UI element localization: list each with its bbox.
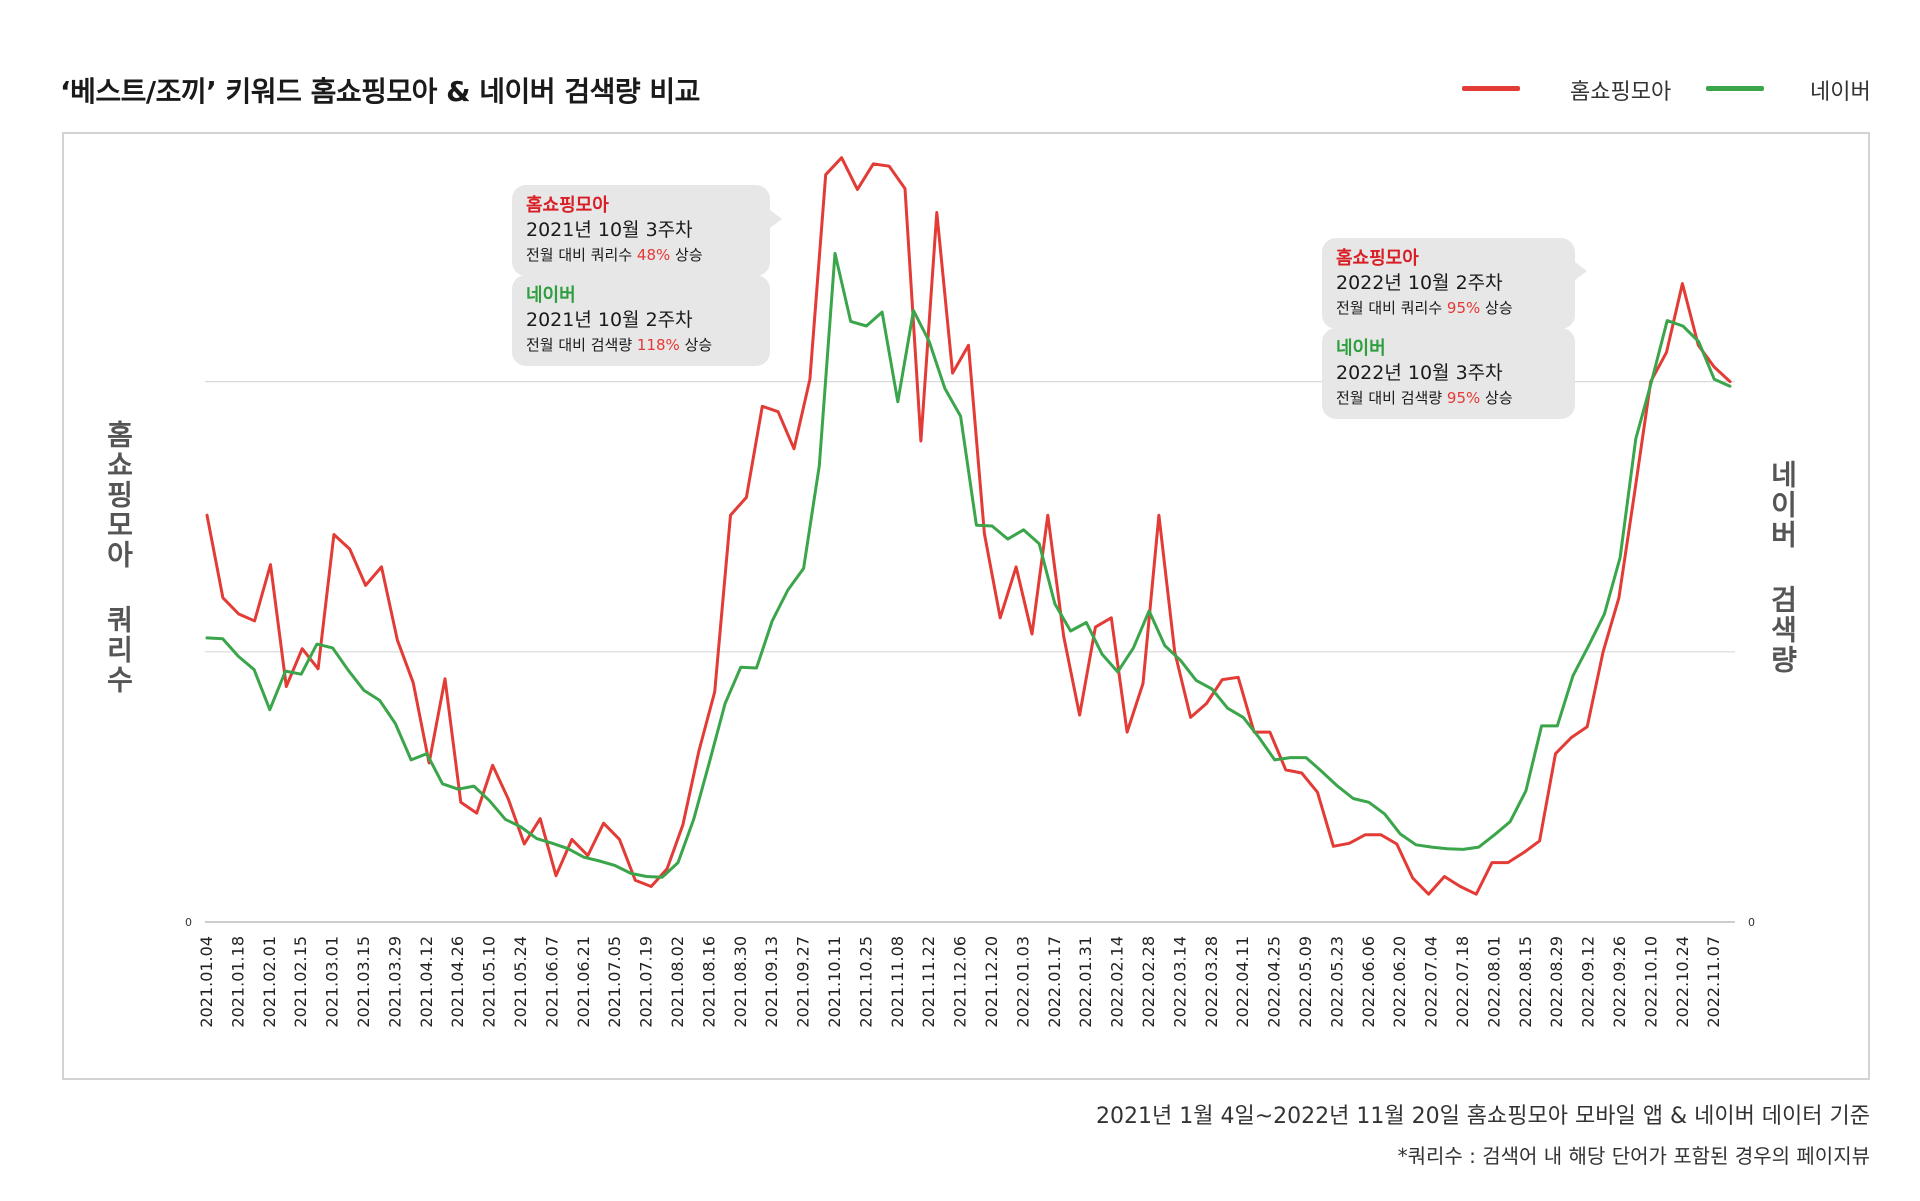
x-tick-label: 2022.09.26 xyxy=(1610,936,1629,1028)
x-tick-label: 2022.07.04 xyxy=(1422,936,1441,1028)
x-tick-label: 2022.07.18 xyxy=(1453,936,1472,1028)
legend-swatch-homeshopping xyxy=(1462,86,1520,91)
callout-period: 2022년 10월 2주차 xyxy=(1336,272,1503,294)
x-tick-label: 2022.11.07 xyxy=(1704,936,1723,1028)
callout-source: 홈쇼핑모아 xyxy=(526,195,609,216)
chart-frame xyxy=(62,132,1870,1080)
callout-source: 네이버 xyxy=(1336,338,1386,359)
x-tick-label: 2021.09.13 xyxy=(762,936,781,1028)
x-tick-label: 2022.05.23 xyxy=(1327,936,1346,1028)
x-tick-label: 2021.08.16 xyxy=(699,936,718,1028)
legend-swatch-naver xyxy=(1706,86,1764,91)
x-tick-label: 2021.09.27 xyxy=(794,936,813,1028)
callout-percent: 118% xyxy=(636,336,680,354)
callout-percent: 95% xyxy=(1446,299,1481,317)
x-tick-label: 2021.12.06 xyxy=(951,936,970,1028)
x-tick-label: 2021.11.22 xyxy=(919,936,938,1028)
callout-homeshopping-2021: 홈쇼핑모아 2021년 10월 3주차 전월 대비 쿼리수 48% 상승 xyxy=(512,185,770,276)
callout-detail: 전월 대비 쿼리수 48% 상승 xyxy=(526,246,703,264)
x-tick-label: 2021.03.29 xyxy=(385,936,404,1028)
x-tick-label: 2022.08.29 xyxy=(1547,936,1566,1028)
callout-detail: 전월 대비 검색량 95% 상승 xyxy=(1336,389,1513,407)
x-tick-label: 2022.05.09 xyxy=(1296,936,1315,1028)
x-tick-label: 2021.01.04 xyxy=(197,936,216,1028)
x-tick-label: 2022.03.28 xyxy=(1202,936,1221,1028)
x-tick-label: 2021.05.24 xyxy=(511,936,530,1028)
x-tick-label: 2021.06.21 xyxy=(574,936,593,1028)
callout-period: 2022년 10월 3주차 xyxy=(1336,362,1503,384)
x-tick-label: 2022.08.15 xyxy=(1516,936,1535,1028)
legend-label-homeshopping: 홈쇼핑모아 xyxy=(1570,80,1672,105)
x-tick-label: 2022.02.14 xyxy=(1108,936,1127,1028)
callout-homeshopping-2022: 홈쇼핑모아 2022년 10월 2주차 전월 대비 쿼리수 95% 상승 xyxy=(1322,238,1575,329)
footer-definition: *쿼리수 : 검색어 내 해당 단어가 포함된 경우의 페이지뷰 xyxy=(1397,1144,1870,1168)
x-tick-label: 2022.02.28 xyxy=(1139,936,1158,1028)
x-tick-label: 2021.03.15 xyxy=(354,936,373,1028)
x-tick-label: 2022.10.10 xyxy=(1641,936,1660,1028)
x-tick-label: 2022.06.06 xyxy=(1359,936,1378,1028)
x-tick-label: 2021.12.20 xyxy=(982,936,1001,1028)
callout-detail: 전월 대비 검색량 118% 상승 xyxy=(526,336,713,354)
x-tick-label: 2022.08.01 xyxy=(1484,936,1503,1028)
x-tick-label: 2021.02.01 xyxy=(260,936,279,1028)
y-tick-left-0: 0 xyxy=(185,916,192,929)
x-tick-label: 2022.10.24 xyxy=(1673,936,1692,1028)
callout-period: 2021년 10월 3주차 xyxy=(526,219,693,241)
x-tick-label: 2021.07.05 xyxy=(605,936,624,1028)
callout-source: 네이버 xyxy=(526,285,576,306)
callout-tail xyxy=(1575,262,1587,280)
callout-tail xyxy=(770,210,782,228)
legend-label-naver: 네이버 xyxy=(1810,80,1871,105)
callout-naver-2021: 네이버 2021년 10월 2주차 전월 대비 검색량 118% 상승 xyxy=(512,275,770,366)
x-tick-label: 2021.02.15 xyxy=(291,936,310,1028)
footer-data-source: 2021년 1월 4일~2022년 11월 20일 홈쇼핑모아 모바일 앱 & … xyxy=(1096,1104,1870,1129)
x-tick-label: 2021.08.02 xyxy=(668,936,687,1028)
series-line-naver xyxy=(205,251,1732,879)
callout-percent: 48% xyxy=(636,246,671,264)
x-tick-label: 2021.03.01 xyxy=(323,936,342,1028)
x-tick-label: 2021.06.07 xyxy=(542,936,561,1028)
series-line-homeshopping xyxy=(205,156,1732,896)
callout-source: 홈쇼핑모아 xyxy=(1336,248,1419,269)
x-tick-label: 2021.04.26 xyxy=(448,936,467,1028)
x-tick-label: 2022.04.11 xyxy=(1233,936,1252,1028)
callout-detail: 전월 대비 쿼리수 95% 상승 xyxy=(1336,299,1513,317)
x-tick-label: 2021.10.11 xyxy=(825,936,844,1028)
y-axis-label-right: 네이버 검색량 xyxy=(1766,460,1799,675)
x-tick-label: 2022.06.20 xyxy=(1390,936,1409,1028)
x-tick-label: 2022.03.14 xyxy=(1170,936,1189,1028)
x-tick-label: 2021.11.08 xyxy=(888,936,907,1028)
y-axis-label-left: 홈쇼핑모아 쿼리수 xyxy=(102,420,135,695)
x-tick-label: 2021.07.19 xyxy=(637,936,656,1028)
x-tick-label: 2021.01.18 xyxy=(228,936,247,1028)
x-tick-label: 2021.05.10 xyxy=(480,936,499,1028)
x-tick-label: 2022.01.03 xyxy=(1013,936,1032,1028)
x-tick-label: 2021.08.30 xyxy=(731,936,750,1028)
callout-period: 2021년 10월 2주차 xyxy=(526,309,693,331)
x-tick-label: 2021.04.12 xyxy=(417,936,436,1028)
callout-percent: 95% xyxy=(1446,389,1481,407)
x-tick-label: 2022.04.25 xyxy=(1265,936,1284,1028)
x-tick-label: 2022.01.31 xyxy=(1076,936,1095,1028)
x-tick-label: 2022.09.12 xyxy=(1579,936,1598,1028)
y-tick-right-0: 0 xyxy=(1748,916,1755,929)
chart-title: ‘베스트/조끼’ 키워드 홈쇼핑모아 & 네이버 검색량 비교 xyxy=(60,75,700,108)
x-tick-label: 2021.10.25 xyxy=(856,936,875,1028)
callout-naver-2022: 네이버 2022년 10월 3주차 전월 대비 검색량 95% 상승 xyxy=(1322,328,1575,419)
x-tick-label: 2022.01.17 xyxy=(1045,936,1064,1028)
